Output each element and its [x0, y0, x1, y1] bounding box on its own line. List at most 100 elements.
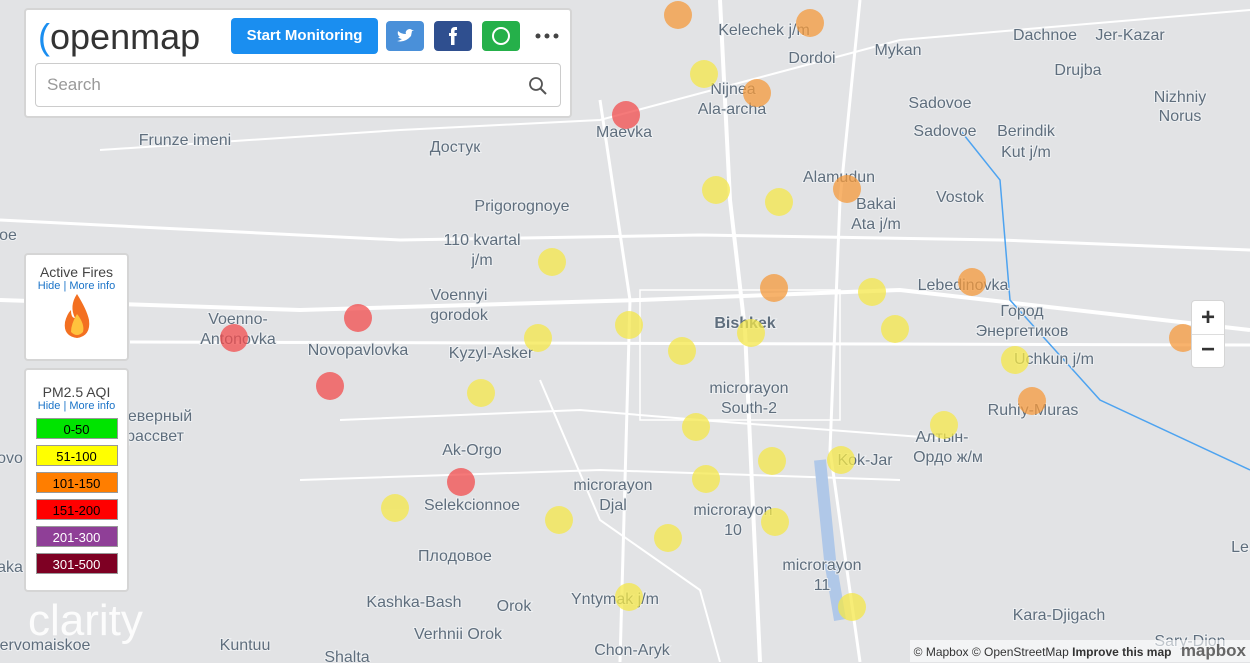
attr-mapbox[interactable]: © Mapbox [913, 645, 969, 659]
place-label: Kara-Djigach [1013, 607, 1105, 624]
place-label: microrayon [709, 380, 788, 397]
sensor-marker[interactable] [615, 583, 643, 611]
sensor-marker[interactable] [737, 319, 765, 347]
place-label: Город [1000, 303, 1044, 320]
sensor-marker[interactable] [545, 506, 573, 534]
place-label: 110 kvartal [443, 232, 520, 249]
place-label: Berindik [997, 123, 1056, 140]
zoom-out[interactable]: − [1200, 336, 1215, 363]
sensor-marker[interactable] [690, 60, 718, 88]
fire-icon [64, 294, 89, 338]
attr-improve[interactable]: Improve this map [1072, 645, 1172, 659]
sensor-marker[interactable] [615, 311, 643, 339]
place-label: Norus [1159, 108, 1202, 125]
sensor-marker[interactable] [316, 372, 344, 400]
place-label: рассвет [126, 428, 184, 445]
twitter-button[interactable] [386, 21, 424, 51]
sensor-marker[interactable] [743, 79, 771, 107]
attr-osm[interactable]: © OpenStreetMap [971, 645, 1069, 659]
place-label: oe [0, 227, 17, 244]
fires-panel: Active Fires Hide | More info [24, 253, 129, 361]
place-label: Ордо ж/м [913, 449, 983, 466]
place-label: ovo [0, 450, 23, 467]
sensor-marker[interactable] [1169, 324, 1197, 352]
twitter-icon [397, 29, 414, 42]
place-label: Sadovoe [908, 95, 971, 112]
clarity-text: clarity [28, 596, 143, 645]
more-menu[interactable] [534, 32, 562, 40]
place-label: Le [1231, 539, 1249, 556]
place-label: Jer-Kazar [1095, 27, 1165, 44]
sensor-marker[interactable] [1018, 387, 1046, 415]
fires-title: Active Fires [39, 264, 114, 280]
sensor-marker[interactable] [1001, 346, 1029, 374]
sensor-marker[interactable] [702, 176, 730, 204]
fires-hide[interactable]: Hide [37, 280, 61, 292]
facebook-button[interactable] [434, 21, 472, 51]
sensor-marker[interactable] [467, 379, 495, 407]
sensor-marker[interactable] [758, 447, 786, 475]
place-label: Prigorognoye [474, 198, 569, 215]
place-label: South-2 [721, 400, 777, 417]
place-label: ervomaiskoe [0, 637, 90, 654]
place-label: Maevka [596, 124, 652, 141]
sensor-marker[interactable] [838, 593, 866, 621]
sensor-marker[interactable] [760, 274, 788, 302]
place-label: Kashka-Bash [366, 594, 461, 611]
place-label: Sadovoe [913, 123, 976, 140]
place-label: gorodok [430, 307, 489, 324]
place-label: 11 [814, 577, 831, 594]
search-box[interactable]: Search [35, 63, 561, 107]
place-label: Достук [430, 139, 481, 156]
mapbox-logo: mapbox [1180, 641, 1246, 660]
place-label: Kut j/m [1001, 144, 1051, 161]
whatsapp-button[interactable] [482, 21, 520, 51]
sensor-marker[interactable] [524, 324, 552, 352]
aqi-more[interactable]: More info [69, 400, 116, 412]
legend-item: 51-100 [35, 445, 118, 466]
sensor-marker[interactable] [881, 315, 909, 343]
legend-item: 201-300 [35, 526, 118, 547]
place-label: Bakai [856, 196, 896, 213]
place-label: Voennyi [431, 287, 488, 304]
search-placeholder: Search [47, 75, 101, 94]
whatsapp-icon [492, 27, 510, 45]
aqi-hide[interactable]: Hide [37, 400, 61, 412]
sensor-marker[interactable] [958, 268, 986, 296]
sensor-marker[interactable] [654, 524, 682, 552]
sensor-marker[interactable] [668, 337, 696, 365]
sensor-marker[interactable] [612, 101, 640, 129]
fires-more[interactable]: More info [69, 280, 116, 292]
zoom-in[interactable]: + [1192, 301, 1224, 335]
start-monitoring-button[interactable]: Start Monitoring [231, 18, 378, 54]
search-icon[interactable] [528, 76, 548, 96]
place-label: Ata j/m [851, 216, 901, 233]
sensor-marker[interactable] [692, 465, 720, 493]
sensor-marker[interactable] [344, 304, 372, 332]
place-label: Ala-archa [698, 101, 767, 118]
sensor-marker[interactable] [538, 248, 566, 276]
place-label: Kyzyl-Asker [449, 345, 534, 362]
place-label: Verhnii Orok [414, 626, 503, 643]
sensor-marker[interactable] [858, 278, 886, 306]
sensor-marker[interactable] [833, 175, 861, 203]
sensor-marker[interactable] [220, 324, 248, 352]
sensor-marker[interactable] [761, 508, 789, 536]
sensor-marker[interactable] [664, 1, 692, 29]
sensor-marker[interactable] [381, 494, 409, 522]
sensor-marker[interactable] [765, 188, 793, 216]
place-label: microrayon [573, 477, 652, 494]
logo-text: openmap [50, 16, 201, 57]
aqi-panel: PM2.5 AQI Hide | More info 0-50 51-100 101… [24, 368, 129, 592]
sensor-marker[interactable] [930, 411, 958, 439]
sensor-marker[interactable] [682, 413, 710, 441]
sensor-marker[interactable] [827, 446, 855, 474]
place-label: Dordoi [788, 50, 835, 67]
sensor-marker[interactable] [796, 9, 824, 37]
place-label: Chon-Aryk [594, 642, 671, 659]
zoom-control: + − [1191, 300, 1225, 368]
sensor-marker[interactable] [447, 468, 475, 496]
legend-item: 151-200 [35, 499, 118, 520]
place-label: Frunze imeni [139, 132, 231, 149]
